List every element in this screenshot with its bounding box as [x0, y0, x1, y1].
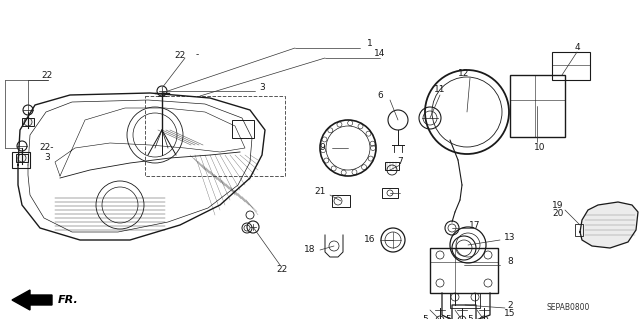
Polygon shape: [12, 290, 52, 310]
Bar: [575, 224, 583, 236]
Text: 12: 12: [458, 70, 470, 78]
Bar: [510, 75, 565, 137]
Text: 3: 3: [44, 153, 50, 162]
Text: 5: 5: [467, 315, 473, 319]
Text: 22-: 22-: [40, 144, 54, 152]
Text: 9: 9: [319, 144, 325, 152]
Text: 14: 14: [374, 48, 386, 57]
Text: 16: 16: [364, 235, 376, 244]
Text: 22: 22: [174, 50, 186, 60]
Text: 15: 15: [504, 308, 516, 317]
Circle shape: [17, 141, 27, 151]
Text: 10: 10: [534, 144, 546, 152]
Text: 22: 22: [276, 265, 287, 275]
Text: 2: 2: [507, 300, 513, 309]
Text: SEPAB0800: SEPAB0800: [547, 303, 590, 313]
Bar: [22, 118, 34, 126]
Text: 19: 19: [552, 201, 564, 210]
Bar: [145, 96, 285, 176]
Text: 4: 4: [574, 43, 580, 53]
Text: 22: 22: [42, 71, 52, 80]
Text: 13: 13: [504, 234, 516, 242]
Text: 1: 1: [367, 39, 373, 48]
Text: 21: 21: [314, 188, 326, 197]
Text: 17: 17: [469, 220, 481, 229]
Text: -: -: [195, 50, 198, 60]
Text: FR.: FR.: [58, 295, 79, 305]
Bar: [382, 188, 398, 198]
Bar: [232, 120, 254, 138]
Polygon shape: [580, 202, 638, 248]
Text: 18: 18: [304, 246, 316, 255]
Text: 11: 11: [435, 85, 445, 94]
Bar: [552, 52, 590, 80]
Bar: [12, 152, 30, 168]
Bar: [430, 248, 498, 293]
Text: 5: 5: [445, 315, 451, 319]
Text: 3: 3: [259, 84, 265, 93]
Text: 20: 20: [552, 209, 564, 218]
Circle shape: [23, 105, 33, 115]
Text: 7: 7: [397, 158, 403, 167]
Text: 6: 6: [377, 92, 383, 100]
Bar: [16, 154, 28, 162]
Bar: [332, 195, 350, 207]
Text: 5: 5: [422, 315, 428, 319]
Text: 8: 8: [507, 257, 513, 266]
Bar: [385, 162, 399, 170]
